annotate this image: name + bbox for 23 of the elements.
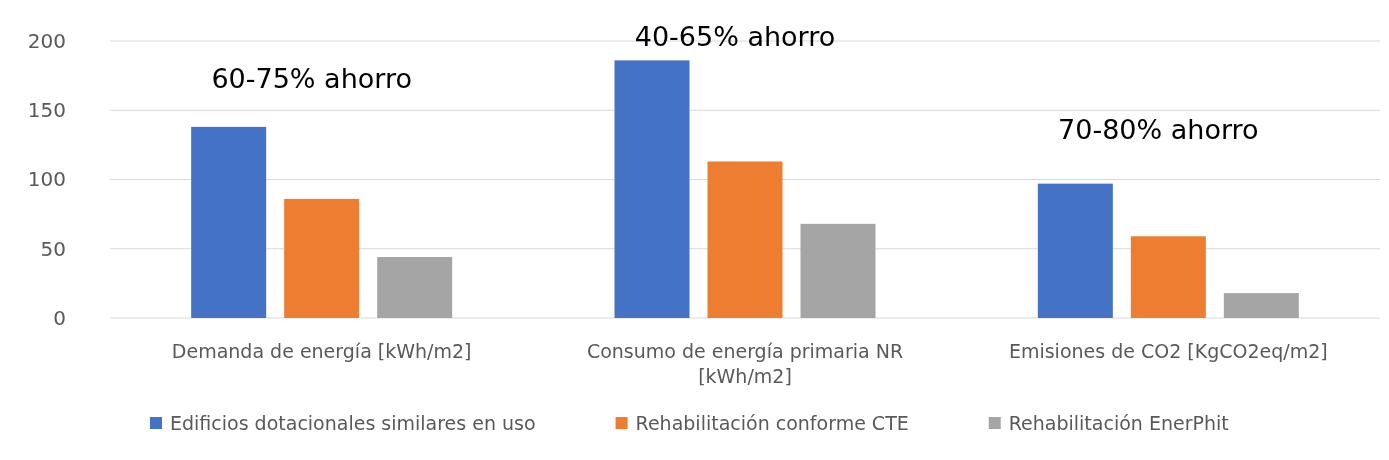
- y-tick-label: 200: [27, 28, 66, 53]
- y-tick-label: 0: [53, 305, 66, 330]
- bar: [1223, 293, 1299, 318]
- bar: [284, 198, 360, 318]
- bar: [377, 257, 453, 318]
- bar: [614, 60, 690, 318]
- y-tick-label: 50: [40, 236, 66, 261]
- legend-label: Edificios dotacionales similares en uso: [170, 412, 536, 434]
- legend-label: Rehabilitación EnerPhit: [1008, 412, 1229, 434]
- bar: [191, 126, 267, 318]
- bar: [1130, 236, 1206, 318]
- bar: [800, 223, 876, 318]
- annotation: 70-80% ahorro: [1058, 113, 1259, 145]
- bar: [1037, 183, 1113, 318]
- annotation: 40-65% ahorro: [634, 20, 836, 52]
- y-tick-label: 150: [27, 98, 66, 123]
- x-tick-label: Consumo de energía primaria NR [kWh/m2]: [586, 340, 904, 387]
- x-tick-label: Demanda de energía [kWh/m2]: [171, 340, 472, 362]
- legend-label: Rehabilitación conforme CTE: [635, 412, 909, 434]
- bar: [707, 161, 783, 318]
- y-tick-label: 100: [27, 167, 66, 192]
- x-tick-label: Emisiones de CO2 [KgCO2eq/m2]: [1008, 340, 1328, 362]
- annotation: 60-75% ahorro: [211, 62, 412, 94]
